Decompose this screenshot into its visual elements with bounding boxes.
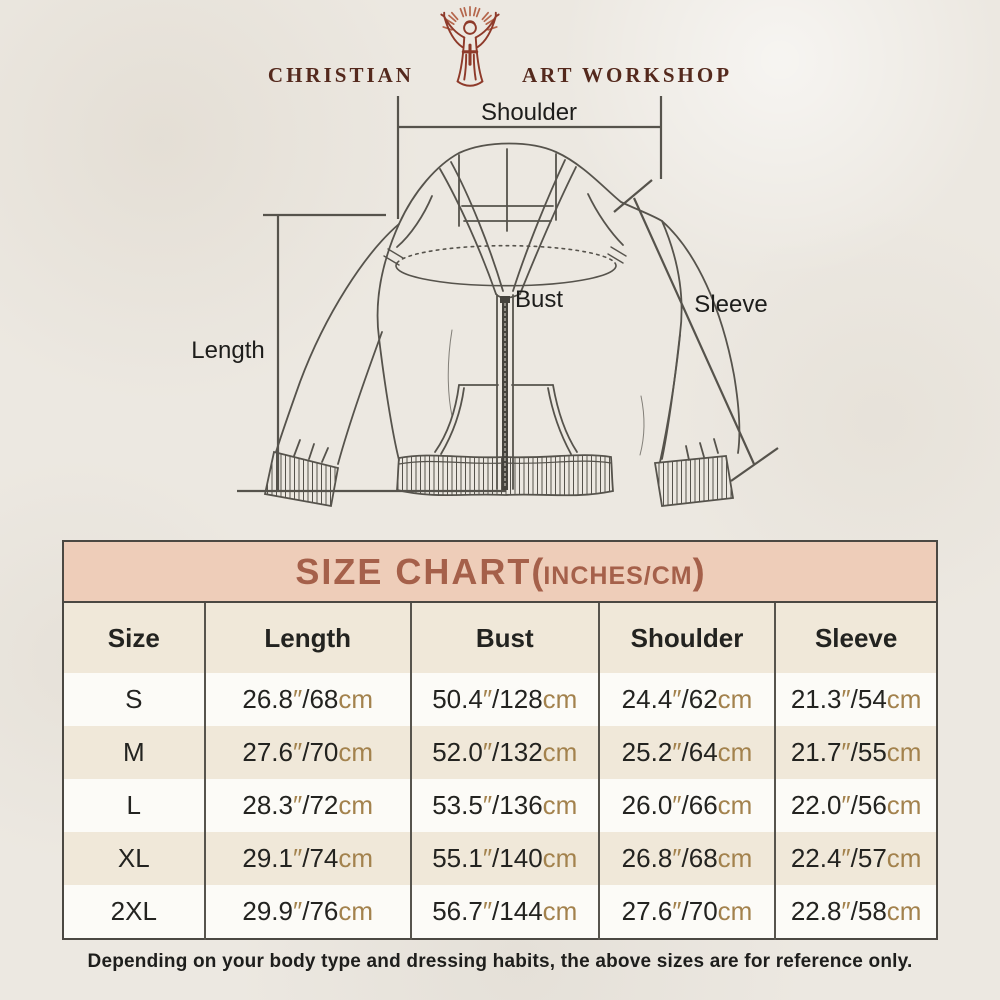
hoodie-diagram: [237, 96, 779, 508]
bust-cell: 52.0″/132cm: [409, 726, 599, 779]
sleeve-cell: 21.3″/54cm: [774, 673, 937, 726]
size-cell: M: [63, 726, 205, 779]
bust-cell: 55.1″/140cm: [409, 832, 599, 885]
table-row-m: M 27.6″/70cm 52.0″/132cm 25.2″/64cm 21.7…: [63, 726, 937, 779]
bust-cell: 56.7″/144cm: [409, 885, 599, 939]
chart-title-sub: INCHES/CM: [543, 561, 693, 590]
table-row-2xl: 2XL 29.9″/76cm 56.7″/144cm 27.6″/70cm 22…: [63, 885, 937, 939]
chart-title-row: SIZE CHART(INCHES/CM): [63, 541, 937, 603]
shoulder-cell: 26.8″/68cm: [597, 832, 776, 885]
reference-note: Depending on your body type and dressing…: [87, 951, 913, 972]
paren-close: ): [692, 550, 705, 592]
col-header-bust: Bust: [409, 602, 599, 673]
sleeve-cell: 22.4″/57cm: [774, 832, 937, 885]
shoulder-cell: 24.4″/62cm: [597, 673, 776, 726]
shoulder-label: Shoulder: [480, 99, 578, 126]
length-cell: 27.6″/70cm: [203, 726, 411, 779]
col-header-length: Length: [203, 602, 411, 673]
shoulder-cell: 27.6″/70cm: [597, 885, 776, 939]
chart-title: SIZE CHART(INCHES/CM): [63, 541, 937, 603]
length-cell: 29.1″/74cm: [203, 832, 411, 885]
length-label: Length: [191, 337, 265, 364]
sleeve-cell: 22.0″/56cm: [774, 779, 937, 832]
length-cell: 26.8″/68cm: [203, 673, 411, 726]
length-cell: 29.9″/76cm: [203, 885, 411, 939]
col-header-shoulder: Shoulder: [597, 602, 776, 673]
column-header-row: Size Length Bust Shoulder Sleeve: [63, 602, 937, 673]
size-chart-table: SIZE CHART(INCHES/CM) Size Length Bust S…: [62, 540, 938, 940]
bust-cell: 53.5″/136cm: [409, 779, 599, 832]
zipper: [500, 296, 510, 490]
sleeve-label: Sleeve: [694, 291, 768, 318]
size-cell: S: [63, 673, 205, 726]
table-row-xl: XL 29.1″/74cm 55.1″/140cm 26.8″/68cm 22.…: [63, 832, 937, 885]
brand-name-right: ART WORKSHOP: [521, 63, 733, 87]
brand-logo: CHRISTIAN: [0, 6, 1000, 96]
sleeve-cell: 21.7″/55cm: [774, 726, 937, 779]
length-cell: 28.3″/72cm: [203, 779, 411, 832]
col-header-size: Size: [63, 602, 205, 673]
jesus-rays-emblem-icon: [422, 5, 518, 96]
paren-open: (: [531, 550, 544, 592]
table-row-s: S 26.8″/68cm 50.4″/128cm 24.4″/62cm 21.3…: [63, 673, 937, 726]
bust-label: Bust: [514, 286, 564, 313]
table-row-l: L 28.3″/72cm 53.5″/136cm 26.0″/66cm 22.0…: [63, 779, 937, 832]
col-header-sleeve: Sleeve: [774, 602, 937, 673]
chart-title-main: SIZE CHART: [295, 550, 532, 592]
brand-name-left: CHRISTIAN: [267, 63, 414, 87]
size-cell: L: [63, 779, 205, 832]
bust-cell: 50.4″/128cm: [409, 673, 599, 726]
size-cell: 2XL: [63, 885, 205, 939]
size-cell: XL: [63, 832, 205, 885]
shoulder-cell: 26.0″/66cm: [597, 779, 776, 832]
sleeve-cell: 22.8″/58cm: [774, 885, 937, 939]
shoulder-cell: 25.2″/64cm: [597, 726, 776, 779]
